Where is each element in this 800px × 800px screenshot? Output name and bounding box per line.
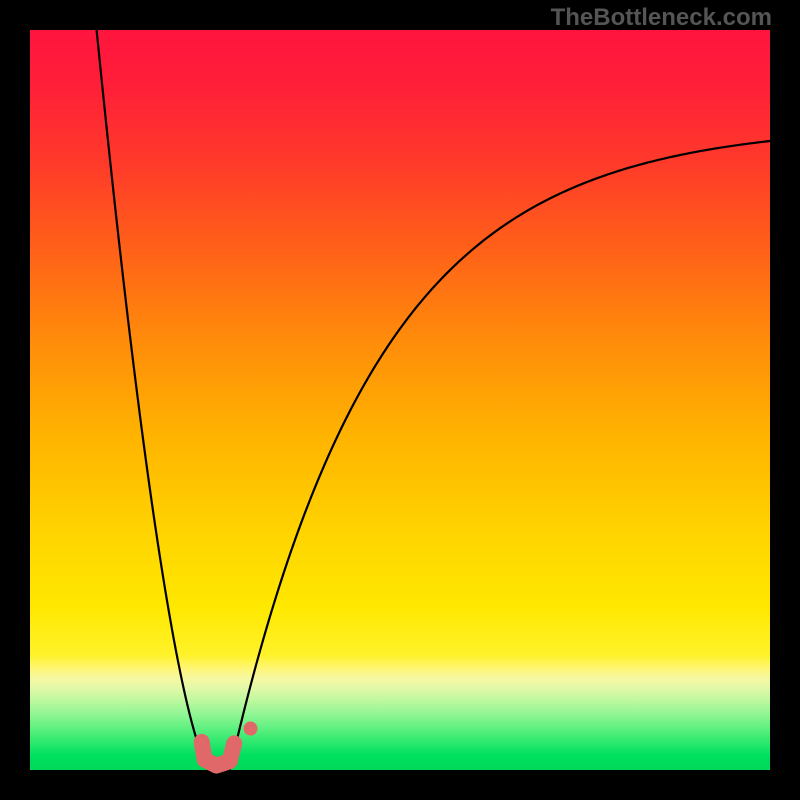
chart-svg [0, 0, 800, 800]
minimum-marker-dot [244, 722, 258, 736]
gradient-background [30, 30, 770, 770]
watermark-text: TheBottleneck.com [551, 4, 772, 32]
